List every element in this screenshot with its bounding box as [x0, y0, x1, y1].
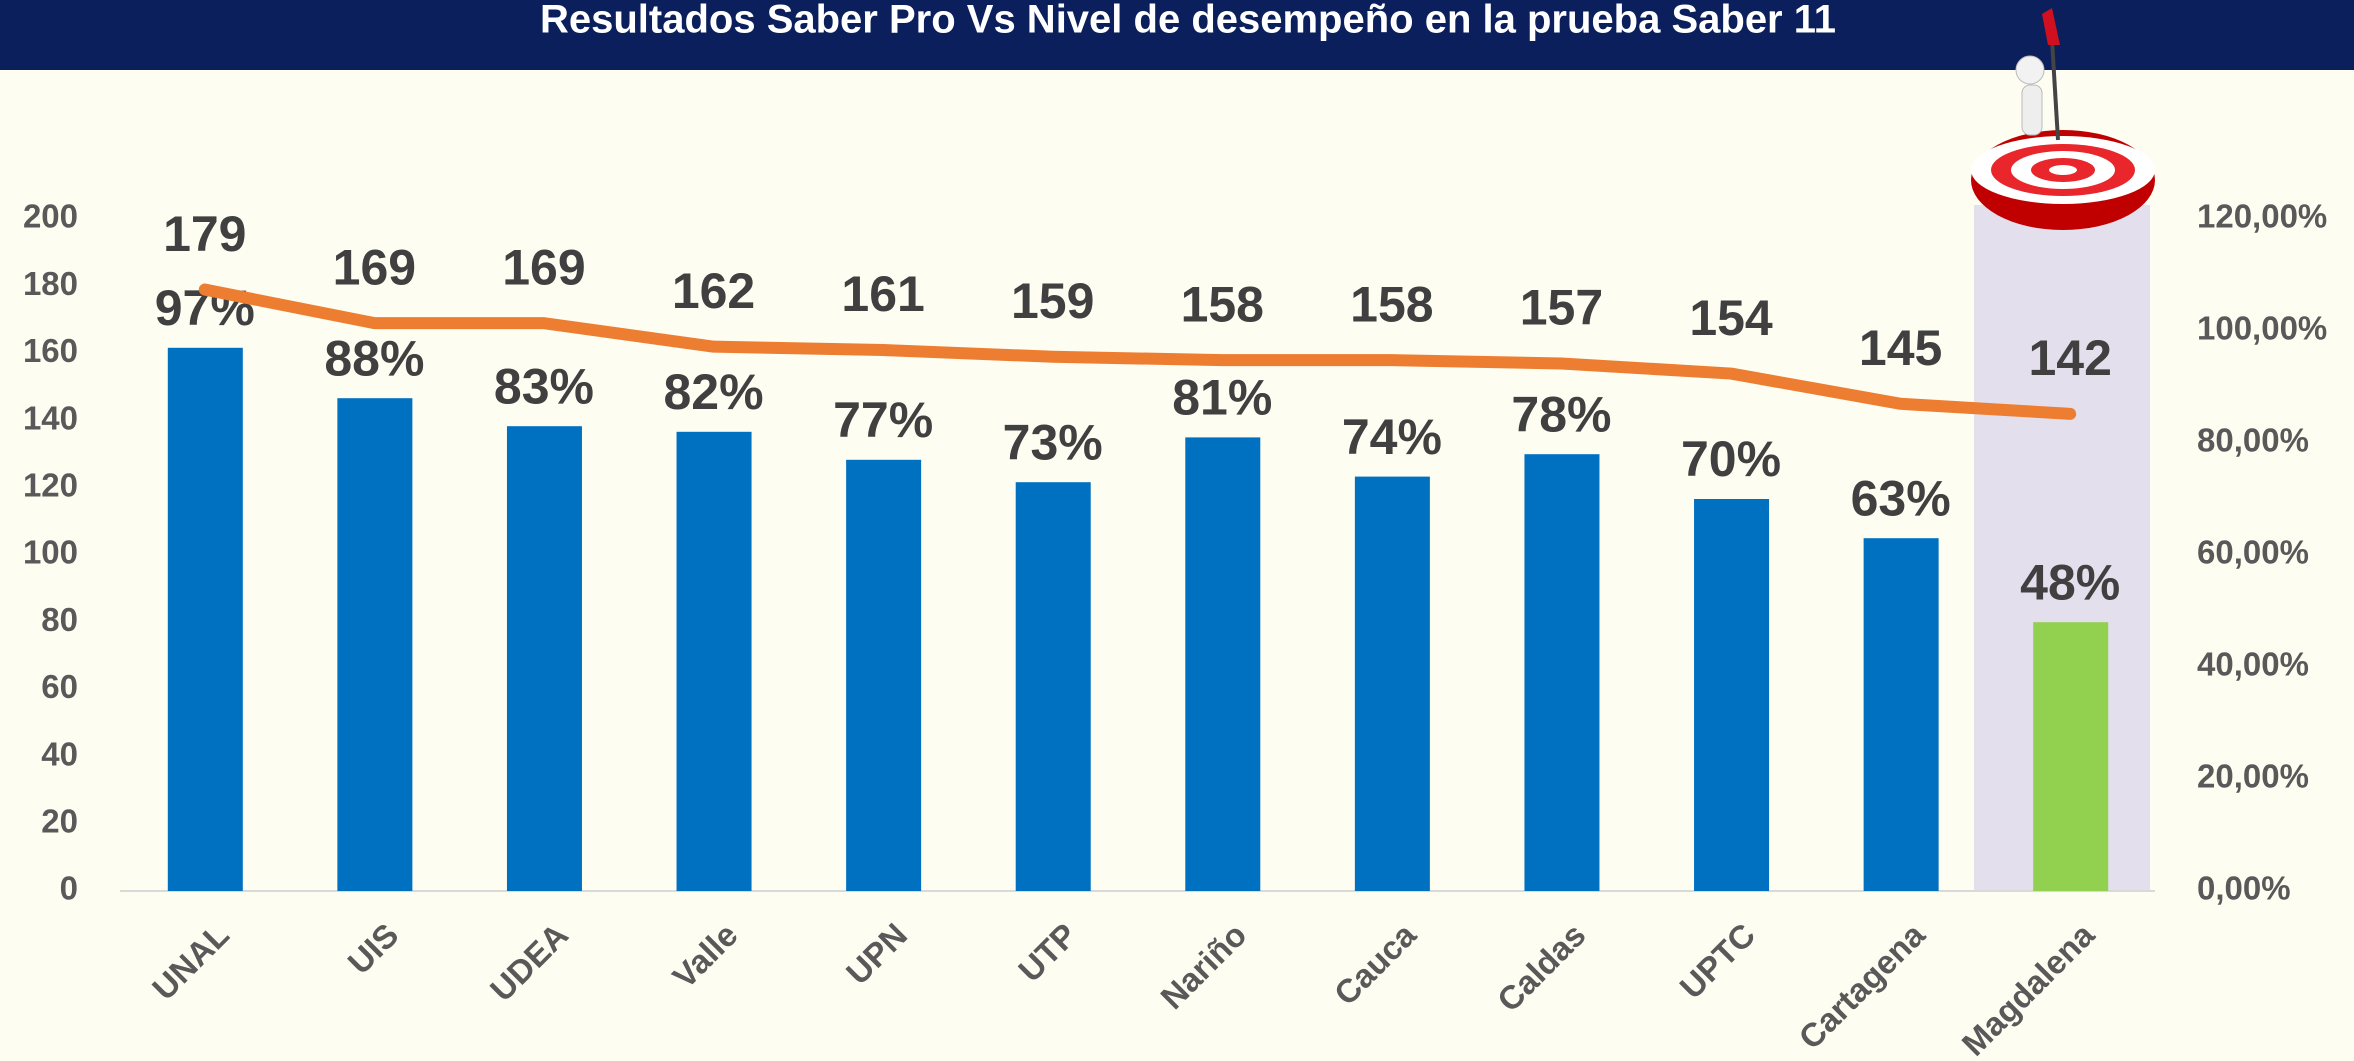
y-tick-label: 160: [23, 332, 78, 369]
bar-value-label: 73%: [1003, 414, 1103, 470]
line-value-label: 154: [1689, 290, 1773, 346]
bar-value-label: 81%: [1172, 370, 1272, 426]
bar: [1185, 437, 1261, 891]
line-value-label: 157: [1520, 280, 1603, 336]
bar-value-label: 88%: [324, 330, 424, 386]
bar-value-label: 70%: [1681, 431, 1781, 487]
bar: [1524, 454, 1600, 891]
bar-value-label: 48%: [2020, 554, 2120, 610]
bar: [1863, 538, 1939, 891]
y2-tick-label: 0,00%: [2197, 870, 2291, 907]
chart-title: Resultados Saber Pro Vs Nivel de desempe…: [540, 0, 1836, 42]
bar: [1354, 476, 1430, 891]
line-value-label: 169: [502, 239, 585, 295]
y2-tick-label: 20,00%: [2197, 758, 2309, 795]
line-value-label: 179: [163, 206, 246, 262]
bar-value-label: 74%: [1342, 409, 1442, 465]
bar: [167, 347, 243, 891]
y-tick-label: 20: [41, 803, 78, 840]
line-value-label: 142: [2028, 330, 2111, 386]
y2-tick-label: 60,00%: [2197, 534, 2309, 571]
y-tick-label: 120: [23, 467, 78, 504]
bar: [506, 426, 582, 891]
y-tick-label: 80: [41, 601, 78, 638]
y2-tick-label: 40,00%: [2197, 646, 2309, 683]
bar: [676, 431, 752, 891]
bar-value-label: 63%: [1851, 470, 1951, 526]
line-value-label: 158: [1350, 276, 1433, 332]
bar: [1015, 482, 1091, 891]
y-tick-label: 140: [23, 399, 78, 436]
target-icon: [1971, 8, 2155, 230]
line-value-label: 145: [1859, 320, 1942, 376]
line-value-label: 162: [672, 263, 755, 319]
y-tick-label: 200: [23, 198, 78, 235]
line-value-label: 169: [333, 239, 416, 295]
y-tick-label: 180: [23, 265, 78, 302]
line: [198, 283, 2077, 420]
line-value-label: 161: [841, 266, 924, 322]
line-value-label: 159: [1011, 273, 1094, 329]
line-value-label: 158: [1181, 276, 1264, 332]
y2-tick-label: 80,00%: [2197, 422, 2309, 459]
bar: [1694, 499, 1770, 891]
y-tick-label: 60: [41, 668, 78, 705]
y2-tick-label: 120,00%: [2197, 198, 2327, 235]
header-band: [0, 0, 2354, 70]
bar-value-label: 78%: [1511, 386, 1611, 442]
y-tick-label: 0: [60, 870, 78, 907]
bar: [337, 398, 413, 891]
bar: [2033, 622, 2109, 891]
bar-value-label: 83%: [494, 358, 594, 414]
y2-tick-label: 100,00%: [2197, 310, 2327, 347]
bar-value-label: 77%: [833, 392, 933, 448]
y-tick-label: 40: [41, 735, 78, 772]
y-tick-label: 100: [23, 534, 78, 571]
bar: [846, 459, 922, 891]
bar-value-label: 82%: [664, 364, 764, 420]
